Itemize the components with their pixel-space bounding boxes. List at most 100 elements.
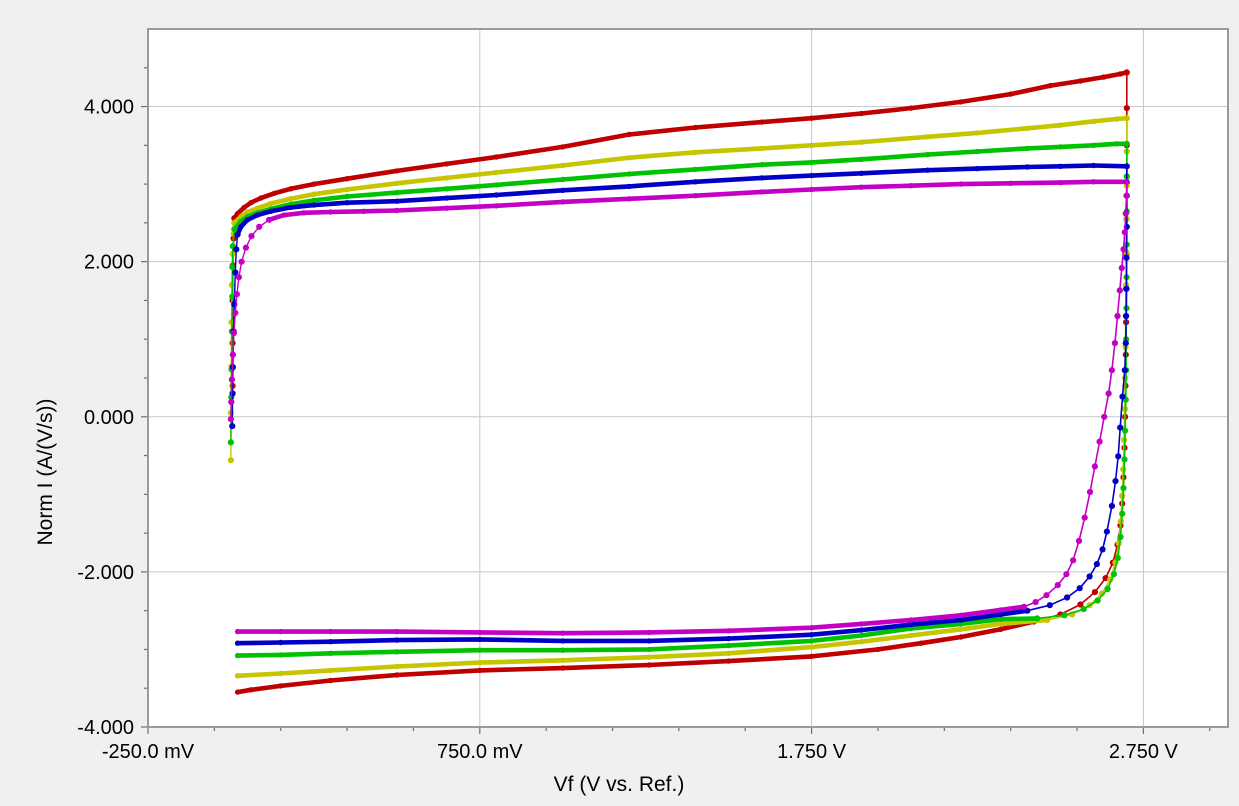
series-green-point <box>231 226 238 233</box>
series-magenta-point <box>233 291 240 298</box>
series-yellow-point <box>808 644 815 650</box>
series-yellow-point <box>234 673 241 679</box>
series-magenta-point <box>1063 571 1070 578</box>
series-blue-point <box>1024 164 1031 170</box>
y-tick-label: -4.000 <box>77 717 134 739</box>
series-red-point <box>229 340 236 347</box>
series-red-point <box>1077 78 1084 84</box>
series-magenta-point <box>646 629 652 636</box>
series-green-point <box>1121 456 1128 463</box>
series-yellow-point <box>1098 590 1105 597</box>
x-tick-label: 750.0 mV <box>437 741 523 763</box>
series-red-point <box>1077 601 1084 608</box>
series-blue-point <box>394 198 400 204</box>
series-red-point <box>477 667 483 674</box>
series-blue-point <box>1093 561 1100 568</box>
series-magenta-point <box>958 181 964 187</box>
series-green-point <box>443 186 450 192</box>
series-blue-point <box>858 170 865 176</box>
series-red-point <box>443 161 450 167</box>
series-blue-point <box>1119 393 1126 400</box>
series-blue-point <box>998 611 1004 618</box>
series-green-point <box>234 652 241 659</box>
series-green-point <box>908 625 914 632</box>
series-blue-point <box>925 167 931 173</box>
series-magenta-point <box>725 628 732 634</box>
series-blue-point <box>1122 340 1129 347</box>
series-yellow-point <box>808 142 815 148</box>
series-magenta-point <box>1057 179 1064 186</box>
series-blue-point <box>1121 367 1128 374</box>
series-magenta-point <box>493 203 500 209</box>
series-green-point <box>227 439 234 446</box>
series-magenta-point <box>1108 367 1115 374</box>
series-green-point <box>394 189 400 196</box>
series-magenta-point <box>759 189 765 195</box>
series-blue-point <box>244 217 251 223</box>
series-green-point <box>1090 142 1097 148</box>
y-tick-label: 4.000 <box>84 97 134 119</box>
series-green-point <box>1114 141 1120 147</box>
series-yellow-point <box>278 670 284 677</box>
series-blue-point <box>1076 585 1083 592</box>
series-magenta-point <box>256 223 263 230</box>
series-magenta-point <box>908 183 914 189</box>
series-green-point <box>1117 533 1124 541</box>
series-red-point <box>725 658 732 664</box>
series-red-point <box>344 176 350 182</box>
series-magenta-point <box>477 629 483 636</box>
series-blue-point <box>311 202 317 208</box>
series-blue-point <box>626 183 632 190</box>
series-red-point <box>394 168 400 174</box>
series-green-point <box>725 642 732 649</box>
series-green-point <box>1094 597 1101 604</box>
plot-layer: -250.0 mV 750.0 mV 1.750 V 2.750 V 4.000 2.00… <box>77 28 1229 763</box>
series-red-point <box>998 626 1004 632</box>
y-axis-title: Norm I (A/(V/s)) <box>34 399 57 546</box>
series-magenta-point <box>808 625 815 631</box>
series-red-point <box>1117 71 1123 77</box>
series-blue-point <box>1117 424 1124 431</box>
series-red-point <box>248 200 254 206</box>
series-yellow-point <box>858 139 865 145</box>
series-blue-point <box>560 638 566 644</box>
series-red-point <box>858 110 865 117</box>
series-blue-point <box>908 621 914 628</box>
series-blue-point <box>1123 163 1130 170</box>
series-green-point <box>858 632 865 639</box>
series-yellow-point <box>925 134 931 140</box>
series-green-point <box>1104 585 1111 593</box>
series-blue-point <box>1112 478 1119 485</box>
series-yellow-point <box>288 196 294 202</box>
series-red-point <box>692 124 699 131</box>
series-magenta-point <box>1121 229 1128 236</box>
series-blue-point <box>443 195 450 201</box>
series-red-point <box>1047 82 1054 89</box>
series-magenta-point <box>248 233 255 240</box>
series-yellow-point <box>1114 116 1120 122</box>
series-blue-point <box>1057 163 1064 169</box>
series-green-point <box>493 182 500 188</box>
x-tick-label: 2.750 V <box>1109 741 1179 763</box>
series-yellow-point <box>268 200 274 207</box>
series-blue-point <box>344 200 350 206</box>
series-red-point <box>958 99 964 105</box>
series-blue-point <box>477 636 483 643</box>
series-yellow-point <box>1024 125 1031 131</box>
series-yellow-point <box>244 209 251 215</box>
series-magenta-point <box>327 628 334 635</box>
series-green-point <box>626 171 632 177</box>
series-yellow-point <box>958 626 964 632</box>
series-blue-point <box>560 187 566 193</box>
series-green-lower-branch <box>235 616 1040 658</box>
series-green-point <box>646 646 652 653</box>
series-yellow-point <box>998 621 1004 627</box>
series-magenta-point <box>626 196 632 202</box>
series-yellow-lower-branch <box>235 617 1050 679</box>
series-blue-point <box>858 627 865 633</box>
series-red-point <box>1100 74 1107 80</box>
series-yellow-point <box>858 639 865 645</box>
series-blue-start-spike <box>231 233 239 427</box>
series-yellow-point <box>344 186 350 193</box>
